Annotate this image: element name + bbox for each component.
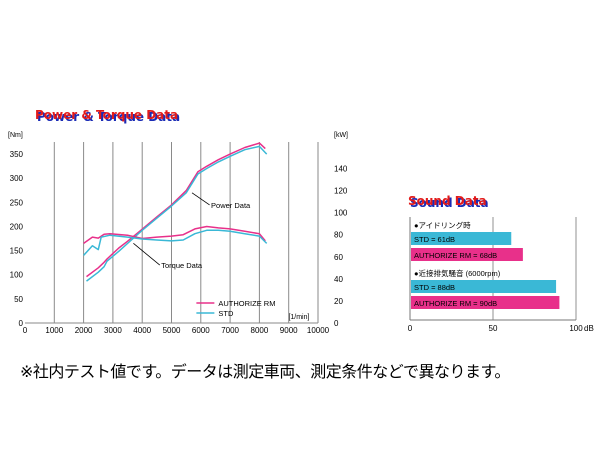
sound-bars: STD = 61dB AUTHORIZE RM = 68dB STD = 88dB A… [411, 232, 560, 309]
power-torque-series [83, 142, 268, 282]
power-torque-axes: 0 1000 2000 3000 4000 5000 6000 7000 8000 9000 100… [8, 132, 348, 335]
left-tick-label-250: 250 [10, 198, 24, 207]
power-data-annotation: Power Data [211, 201, 251, 210]
x-tick-label-6000: 6000 [192, 326, 210, 335]
right-tick-label-80: 80 [334, 231, 343, 240]
sound-bar-label-1-1: AUTHORIZE RM = 90dB [414, 299, 497, 308]
right-tick-label-100: 100 [334, 209, 348, 218]
x-tick-label-0: 0 [23, 326, 28, 335]
sound-x-tick-0: 0 [408, 324, 413, 333]
sound-bar-1-std [411, 280, 557, 293]
left-tick-label-0: 0 [19, 319, 24, 328]
power-torque-grid [25, 142, 319, 324]
series-line-power-authorize-rm [86, 142, 266, 278]
x-tick-label-7000: 7000 [221, 326, 239, 335]
sound-x-tick-100: 100 [569, 324, 583, 333]
disclaimer-note: ※社内テスト値です。データは測定車両、測定条件などで異なります。 [20, 362, 510, 381]
x-tick-label-2000: 2000 [75, 326, 93, 335]
sound-x-tick-50: 50 [489, 324, 498, 333]
right-tick-label-140: 140 [334, 164, 348, 173]
right-tick-label-0: 0 [334, 319, 339, 328]
x-tick-label-10000: 10000 [307, 326, 330, 335]
left-tick-label-350: 350 [10, 150, 24, 159]
sound-bar-label-0-1: AUTHORIZE RM = 68dB [414, 251, 497, 260]
x-tick-label-5000: 5000 [163, 326, 181, 335]
right-tick-label-60: 60 [334, 253, 343, 262]
x-tick-label-3000: 3000 [104, 326, 122, 335]
x-unit-label: [1/min] [288, 314, 309, 321]
power-torque-title: Power & Torque Data Power & Torque Data [35, 108, 180, 124]
series-line-torque-std [83, 229, 268, 256]
right-tick-label-40: 40 [334, 275, 343, 284]
x-tick-label-9000: 9000 [280, 326, 298, 335]
sound-data-title-text: Sound Data [408, 194, 487, 208]
left-unit-label: [Nm] [8, 132, 23, 139]
sound-group-label-0: ●アイドリング時 [414, 220, 471, 230]
power-torque-title-shadow: Power & Torque Data [37, 110, 180, 124]
left-tick-label-300: 300 [10, 174, 24, 183]
power-torque-title-text: Power & Torque Data [35, 108, 178, 122]
left-tick-label-100: 100 [10, 271, 24, 280]
legend-label-1: STD [218, 309, 234, 318]
sound-bar-label-1-0: STD = 88dB [414, 283, 455, 292]
x-tick-label-4000: 4000 [133, 326, 151, 335]
sound-group-label-1: ●近接排気騒音 (6000rpm) [414, 268, 501, 278]
power-data-leader [191, 192, 210, 206]
sound-data-title: Sound Data Sound Data [408, 194, 489, 210]
sound-bar-0-authorize-rm [411, 248, 523, 261]
torque-data-leader [133, 243, 161, 266]
sound-bar-label-0-0: STD = 61dB [414, 235, 455, 244]
power-torque-annotations: Power Data Torque Data [133, 192, 251, 270]
x-tick-label-8000: 8000 [251, 326, 269, 335]
sound-data-title-shadow: Sound Data [410, 196, 489, 210]
legend-label-0: AUTHORIZE RM [218, 299, 275, 308]
sound-bar-0-std [411, 232, 512, 245]
sound-bar-1-authorize-rm [411, 296, 560, 309]
left-tick-label-200: 200 [10, 222, 24, 231]
right-tick-label-20: 20 [334, 297, 343, 306]
right-unit-label: [kW] [334, 132, 348, 139]
series-line-torque-authorize-rm [83, 225, 266, 245]
left-tick-label-50: 50 [14, 295, 23, 304]
x-tick-label-1000: 1000 [45, 326, 63, 335]
series-line-power-std [86, 145, 268, 282]
torque-data-annotation: Torque Data [161, 261, 203, 270]
left-tick-label-150: 150 [10, 247, 24, 256]
sound-x-unit: dB [584, 324, 594, 333]
right-tick-label-120: 120 [334, 187, 348, 196]
sound-axes: 0 50 100 dB ●アイドリング時 ●近接排気騒音 (6000rpm) [408, 220, 594, 333]
